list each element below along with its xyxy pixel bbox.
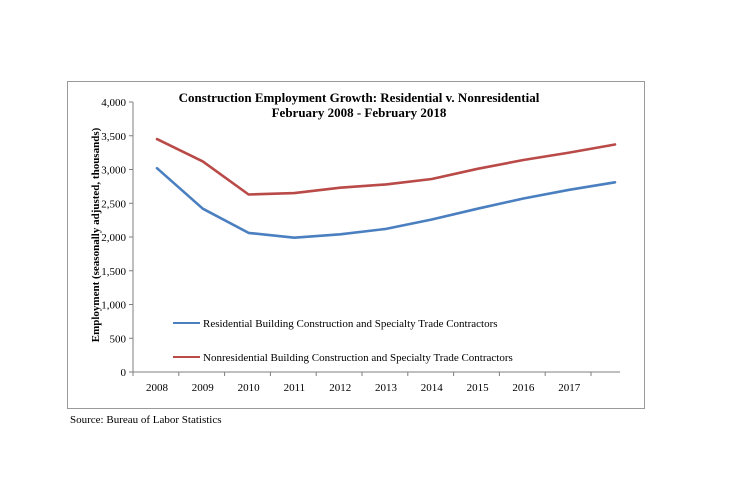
y-tick-label: 4,000 — [101, 97, 126, 109]
data-point — [476, 168, 479, 170]
x-tick-label: 2013 — [375, 382, 398, 394]
chart-title: Construction Employment Growth: Resident… — [178, 90, 540, 105]
data-point — [614, 143, 616, 146]
data-point — [293, 236, 296, 239]
data-point — [247, 193, 250, 196]
legend-swatch-residential — [173, 322, 200, 325]
data-point — [431, 218, 433, 221]
data-point — [385, 183, 387, 186]
y-tick-label: 500 — [110, 333, 127, 345]
data-point — [247, 232, 250, 234]
x-tick-label: 2012 — [329, 382, 351, 394]
x-tick-label: 2017 — [558, 382, 581, 394]
data-point — [385, 228, 387, 230]
data-point — [522, 197, 525, 200]
x-tick-label: 2011 — [284, 382, 306, 394]
source-note: Source: Bureau of Labor Statistics — [70, 414, 222, 426]
data-point — [202, 160, 204, 163]
y-tick-label: 0 — [121, 367, 127, 379]
series-line-1 — [155, 137, 617, 196]
x-tick-label: 2010 — [238, 382, 261, 394]
x-tick-label: 2015 — [467, 382, 490, 394]
legend-item-nonresidential: Nonresidential Building Construction and… — [173, 350, 513, 366]
legend-label-nonresidential: Nonresidential Building Construction and… — [203, 352, 513, 364]
data-point — [568, 151, 570, 154]
data-point — [476, 207, 479, 210]
y-tick-label: 1,500 — [101, 266, 126, 278]
y-tick-label: 1,000 — [101, 300, 126, 312]
data-point — [522, 159, 525, 161]
y-tick-label: 3,500 — [101, 131, 126, 143]
legend-label-residential: Residential Building Construction and Sp… — [203, 318, 498, 330]
data-point — [339, 233, 342, 236]
data-point — [568, 188, 570, 191]
legend-swatch-nonresidential — [173, 356, 200, 359]
x-tick-label: 2008 — [146, 382, 169, 394]
x-tick-label: 2016 — [512, 382, 535, 394]
y-axis-title: Employment (seasonally adjusted, thousan… — [90, 127, 102, 342]
data-point — [614, 181, 616, 184]
y-tick-label: 2,500 — [101, 198, 126, 210]
chart-frame — [67, 81, 645, 409]
x-tick-label: 2009 — [192, 382, 215, 394]
legend-item-residential: Residential Building Construction and Sp… — [173, 316, 498, 332]
data-point — [431, 178, 433, 180]
y-tick-label: 3,000 — [101, 165, 126, 177]
data-point — [156, 138, 158, 140]
x-tick-label: 2014 — [421, 382, 444, 394]
chart-subtitle: February 2008 - February 2018 — [271, 105, 447, 120]
data-point — [293, 192, 296, 194]
data-point — [202, 207, 204, 210]
data-point — [156, 167, 158, 169]
data-point — [339, 186, 342, 189]
y-tick-label: 2,000 — [101, 232, 126, 244]
